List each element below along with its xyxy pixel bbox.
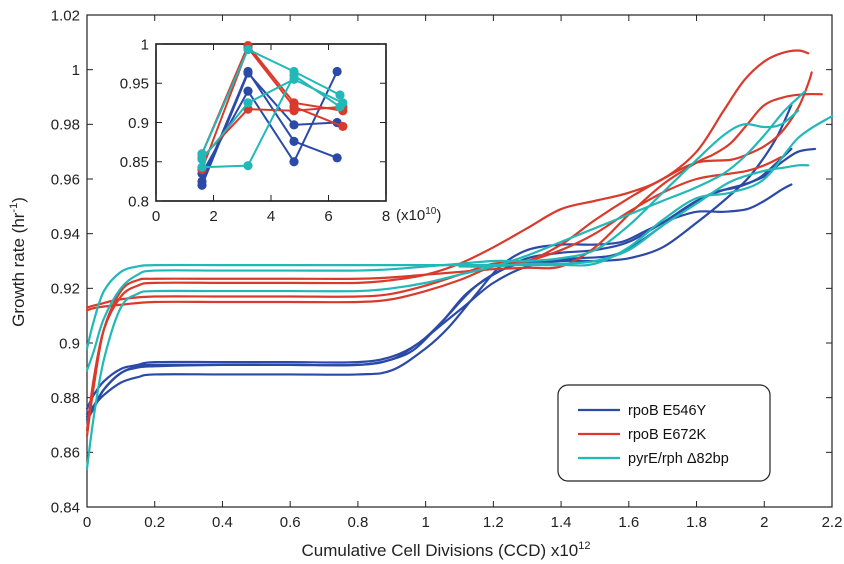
inset-y-tick-label: 0.9 xyxy=(128,115,149,132)
x-tick-label: 0.8 xyxy=(347,514,368,531)
legend-label-rpob-e672k: rpoB E672K xyxy=(628,427,707,443)
legend-label-pyre-rph: pyrE/rph Δ82bp xyxy=(628,451,729,467)
inset-series-line-pyre-rph-82bp-7 xyxy=(201,48,341,155)
x-axis-title-text: Cumulative Cell Divisions (CCD) x10 xyxy=(301,541,578,560)
inset-data-point-pyre-rph-82bp xyxy=(243,161,253,171)
x-axis-title: Cumulative Cell Divisions (CCD) x1012 xyxy=(301,540,590,560)
series-line-pyre-rph-82bp-12 xyxy=(458,164,810,268)
inset-series-line-rpob-e672k-5 xyxy=(201,45,344,170)
x-tick-label: 2.2 xyxy=(822,514,843,531)
x-tick-label: 0.2 xyxy=(144,514,165,531)
inset-data-point-pyre-rph-82bp xyxy=(197,162,207,172)
inset-series-line-rpob-e672k-6 xyxy=(201,105,343,159)
inset-x-axis-title: (x1010) xyxy=(396,206,441,224)
inset-data-point-rpob-e546y xyxy=(197,176,207,186)
inset-series-line-pyre-rph-82bp-9 xyxy=(201,78,344,161)
series-line-rpob-e672k-6 xyxy=(85,92,823,438)
x-tick-label: 1.8 xyxy=(686,514,707,531)
inset-x-axis-title-exponent: 10 xyxy=(425,206,437,217)
inset-ticks: 0 2 4 6 8 0.8 0.85 0.9 0.95 1 xyxy=(120,36,390,225)
x-tick-label: 1 xyxy=(421,514,429,531)
legend: rpoB E546Y rpoB E672K pyrE/rph Δ82bp xyxy=(557,384,771,482)
series-line-rpob-e672k-5 xyxy=(85,49,810,432)
y-axis-title-exponent: -1 xyxy=(8,203,20,213)
inset-series-group xyxy=(197,40,348,190)
inset-data-point-rpob-e546y xyxy=(289,157,299,167)
y-tick-label: 0.9 xyxy=(59,335,80,352)
inset-data-point-rpob-e546y xyxy=(289,136,299,146)
series-line-rpob-e546y-3 xyxy=(85,183,793,416)
inset-x-axis-title-suffix: ) xyxy=(436,207,441,224)
inset-data-point-rpob-e546y xyxy=(243,86,253,96)
x-tick-label: 0.6 xyxy=(280,514,301,531)
inset-y-tick-label: 0.85 xyxy=(120,154,149,171)
inset-data-point-rpob-e546y xyxy=(289,120,299,130)
inset-data-point-pyre-rph-82bp xyxy=(338,98,348,108)
x-tick-label: 0.4 xyxy=(212,514,233,531)
inset-x-tick-label: 0 xyxy=(152,208,160,225)
inset-series-line-rpob-e546y-2 xyxy=(201,69,338,182)
y-axis-title-suffix: ) xyxy=(9,197,28,203)
inset-data-point-rpob-e672k xyxy=(338,121,348,132)
y-tick-label: 1 xyxy=(72,62,80,79)
inset-x-tick-label: 2 xyxy=(209,208,217,225)
inset-data-point-pyre-rph-82bp xyxy=(243,44,253,55)
inset-data-point-rpob-e546y xyxy=(332,153,342,163)
inset-x-tick-label: 4 xyxy=(267,208,275,225)
y-tick-label: 0.96 xyxy=(51,171,80,188)
x-tick-label: 0 xyxy=(83,514,91,531)
inset-y-tick-label: 1 xyxy=(141,36,149,53)
x-tick-label: 1.6 xyxy=(618,514,639,531)
y-axis-title: Growth rate (hr-1) xyxy=(8,197,28,327)
series-line-rpob-e546y-4 xyxy=(85,104,793,421)
inset-data-point-pyre-rph-82bp xyxy=(197,154,207,164)
inset-data-point-rpob-e546y xyxy=(332,66,342,77)
y-tick-label: 0.94 xyxy=(51,226,80,243)
y-tick-label: 0.92 xyxy=(51,281,80,298)
inset-data-point-pyre-rph-82bp xyxy=(335,90,345,100)
x-tick-label: 1.4 xyxy=(551,514,572,531)
main-ticks: 0 0.2 0.4 0.6 0.8 1 1.2 1.4 1.6 1.8 2 2.20.840.860.… xyxy=(51,7,843,531)
inset-y-tick-label: 0.95 xyxy=(120,76,149,93)
x-axis-title-exponent: 12 xyxy=(578,540,590,552)
series-line-pyre-rph-82bp-11 xyxy=(85,115,834,350)
main-series-group xyxy=(85,49,834,470)
series-line-pyre-rph-82bp-10 xyxy=(85,109,800,372)
inset-x-axis-title-text: (x10 xyxy=(396,207,425,224)
y-axis-title-text: Growth rate (hr xyxy=(9,212,28,327)
y-tick-label: 1.02 xyxy=(51,7,80,24)
x-tick-label: 2 xyxy=(760,514,768,531)
y-tick-label: 0.98 xyxy=(51,117,80,134)
y-tick-label: 0.84 xyxy=(51,499,80,516)
inset-x-tick-label: 6 xyxy=(324,208,332,225)
inset-y-tick-label: 0.8 xyxy=(128,193,149,210)
inset-series-line-rpob-e546y-1 xyxy=(201,71,338,186)
inset-data-point-rpob-e672k xyxy=(289,106,299,116)
series-line-pyre-rph-82bp-9 xyxy=(85,90,807,470)
inset-x-tick-label: 8 xyxy=(382,208,390,225)
y-tick-label: 0.88 xyxy=(51,390,80,407)
inset-data-point-pyre-rph-82bp xyxy=(289,74,299,84)
inset-data-point-pyre-rph-82bp xyxy=(243,98,253,108)
legend-label-rpob-e546y: rpoB E546Y xyxy=(628,403,707,419)
y-tick-label: 0.86 xyxy=(51,445,80,462)
inset-data-point-rpob-e546y xyxy=(243,66,253,77)
x-tick-label: 1.2 xyxy=(483,514,504,531)
